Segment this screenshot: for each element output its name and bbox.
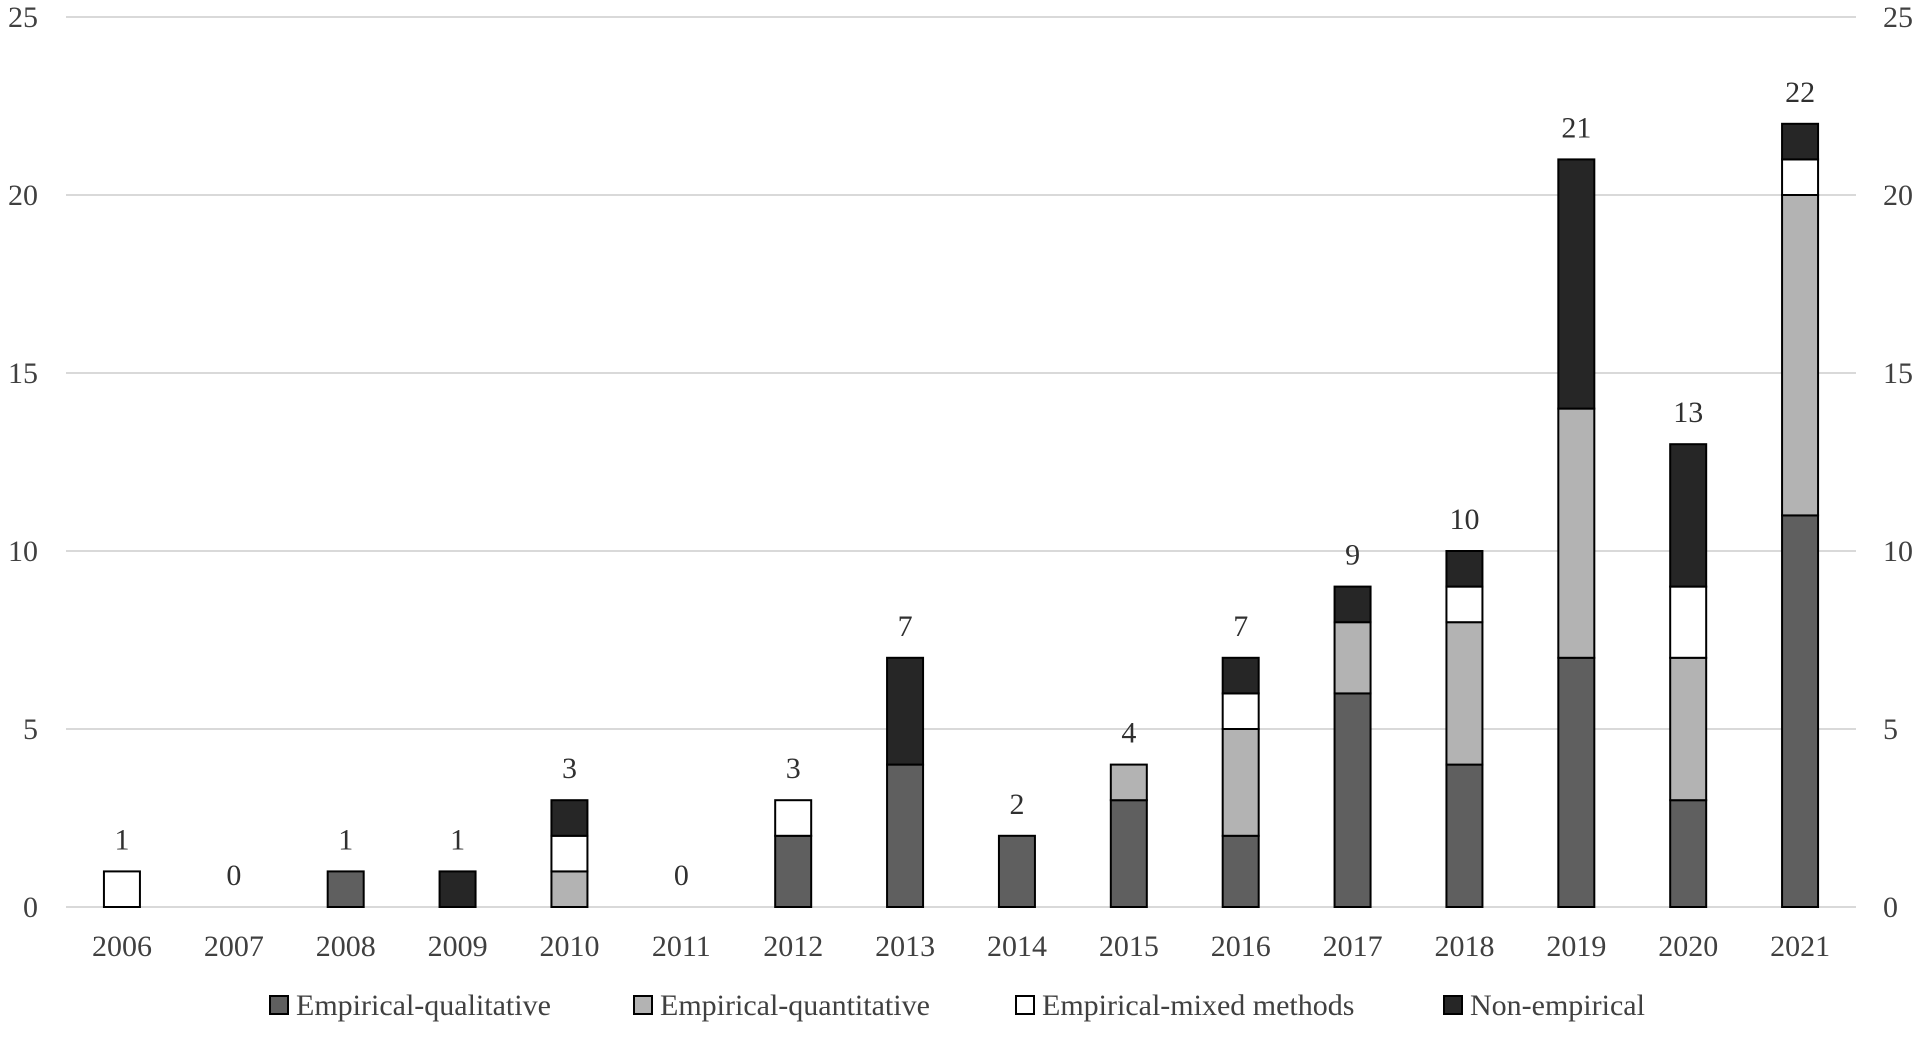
total-label-2010: 3 [562,752,577,785]
total-label-2007: 0 [226,859,241,892]
bar-2020-empirical-qualitative [1669,799,1708,909]
x-tick-2006: 2006 [92,930,152,963]
bar-2014-empirical-qualitative [997,834,1036,908]
x-tick-2020: 2020 [1658,930,1718,963]
y-tick-right-15: 15 [1883,357,1913,390]
total-label-2014: 2 [1009,788,1024,821]
x-tick-2015: 2015 [1099,930,1159,963]
bar-2021-empirical-quantitative [1781,194,1820,517]
legend-label-empirical-qualitative: Empirical-qualitative [296,989,551,1022]
bar-2017-non-empirical [1333,585,1372,624]
x-tick-2019: 2019 [1546,930,1606,963]
bar-2016-non-empirical [1221,656,1260,695]
legend-swatch-non-empirical [1443,995,1463,1015]
bar-2010-empirical-quantitative [550,870,589,909]
x-axis: 2006 2007 2008 2009 2010 2011 2012 2013 2014 2015… [92,930,1830,963]
bar-2021-empirical-qualitative [1781,514,1820,909]
bar-2015-empirical-qualitative [1109,799,1148,909]
bars [102,122,1820,909]
bar-2019-empirical-qualitative [1557,656,1596,908]
y-tick-left-25: 25 [8,1,38,34]
bar-2018-empirical-qualitative [1445,763,1484,908]
legend-swatch-empirical-qualitative [269,995,289,1015]
x-tick-2014: 2014 [987,930,1047,963]
y-tick-right-10: 10 [1883,535,1913,568]
y-tick-left-20: 20 [8,179,38,212]
total-label-2009: 1 [450,823,465,856]
bar-2020-empirical-mixed-methods [1669,585,1708,659]
bar-2008-empirical-qualitative [326,870,365,909]
bar-2021-non-empirical [1781,122,1820,161]
bar-2020-non-empirical [1669,443,1708,588]
bar-2015-empirical-quantitative [1109,763,1148,802]
x-tick-2017: 2017 [1323,930,1383,963]
x-tick-2013: 2013 [875,930,935,963]
bar-2018-non-empirical [1445,550,1484,588]
total-label-2019: 21 [1561,111,1591,144]
bar-2016-empirical-quantitative [1221,728,1260,837]
legend-swatch-empirical-mixed-methods [1015,995,1035,1015]
bar-2016-empirical-qualitative [1221,834,1260,908]
bar-2010-non-empirical [550,799,589,837]
x-tick-2011: 2011 [652,930,711,963]
total-label-2011: 0 [674,859,689,892]
x-tick-2007: 2007 [204,930,264,963]
x-tick-2018: 2018 [1434,930,1494,963]
bar-2018-empirical-mixed-methods [1445,585,1484,624]
total-label-2018: 10 [1449,503,1479,536]
bar-2019-non-empirical [1557,158,1596,410]
legend-swatch-empirical-quantitative [633,995,653,1015]
y-tick-left-15: 15 [8,357,38,390]
bar-2020-empirical-quantitative [1669,656,1708,802]
legend-label-non-empirical: Non-empirical [1470,989,1645,1022]
y-tick-left-5: 5 [23,713,38,746]
x-tick-2012: 2012 [763,930,823,963]
bar-2012-empirical-mixed-methods [774,799,813,837]
x-tick-2016: 2016 [1211,930,1271,963]
y-axis-left: 0 5 10 15 20 25 [8,1,38,924]
x-tick-2021: 2021 [1770,930,1830,963]
y-axis-right: 0 5 10 15 20 25 [1883,1,1913,924]
bar-2006-empirical-mixed-methods [102,870,141,909]
bar-2010-empirical-mixed-methods [550,834,589,873]
bar-2017-empirical-quantitative [1333,621,1372,695]
total-label-2020: 13 [1673,396,1703,429]
y-tick-right-25: 25 [1883,1,1913,34]
legend-label-empirical-quantitative: Empirical-quantitative [660,989,930,1022]
total-label-2017: 9 [1345,539,1360,572]
y-tick-right-20: 20 [1883,179,1913,212]
total-label-2008: 1 [338,823,353,856]
bar-2019-empirical-quantitative [1557,407,1596,659]
y-tick-left-0: 0 [23,891,38,924]
x-tick-2008: 2008 [316,930,376,963]
y-tick-right-5: 5 [1883,713,1898,746]
bar-2013-non-empirical [886,656,925,766]
bar-2012-empirical-qualitative [774,834,813,908]
total-label-2012: 3 [786,752,801,785]
bar-2018-empirical-quantitative [1445,621,1484,766]
total-label-2013: 7 [898,610,913,643]
total-label-2021: 22 [1785,76,1815,109]
x-tick-2009: 2009 [428,930,488,963]
x-tick-2010: 2010 [539,930,599,963]
bar-2021-empirical-mixed-methods [1781,158,1820,196]
bar-2009-non-empirical [438,870,477,909]
y-tick-right-0: 0 [1883,891,1898,924]
legend: Empirical-qualitative Empirical-quantitat… [269,989,1645,1022]
legend-label-empirical-mixed-methods: Empirical-mixed methods [1042,989,1354,1022]
total-label-2006: 1 [114,823,129,856]
total-label-2016: 7 [1233,610,1248,643]
bar-2017-empirical-qualitative [1333,692,1372,909]
y-tick-left-10: 10 [8,535,38,568]
bar-2016-empirical-mixed-methods [1221,692,1260,731]
bar-2013-empirical-qualitative [886,763,925,908]
total-label-2015: 4 [1121,717,1136,750]
